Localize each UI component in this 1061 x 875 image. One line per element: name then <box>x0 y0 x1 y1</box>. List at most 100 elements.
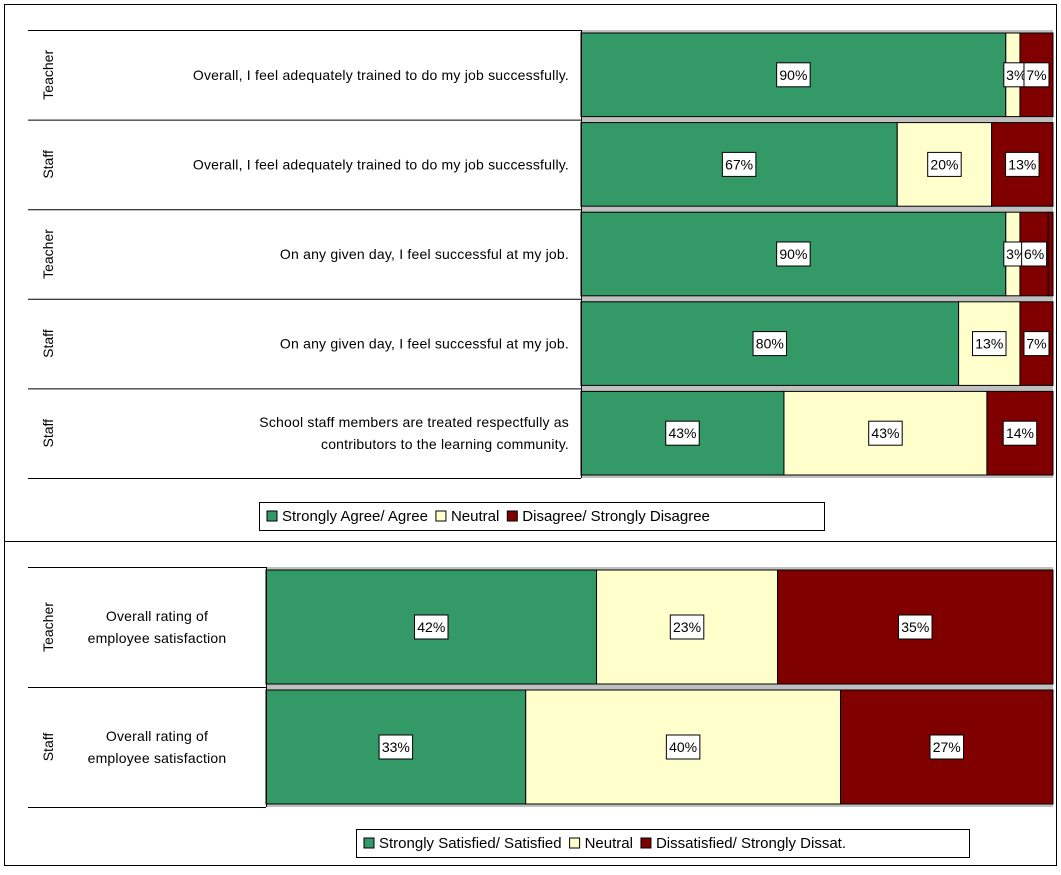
data-label-box <box>669 614 705 640</box>
data-label-box <box>868 420 903 446</box>
group-label: Staff <box>40 329 56 358</box>
data-label-agree: 33% <box>378 734 414 760</box>
question-label: employee satisfaction <box>88 750 227 766</box>
data-label-agree: 67% <box>721 151 757 177</box>
data-label-text: 7% <box>1026 336 1046 352</box>
legend-swatch <box>435 510 447 522</box>
data-label-agree: 90% <box>776 241 811 267</box>
legend-swatch <box>266 510 278 522</box>
data-label-agree: 42% <box>414 614 449 640</box>
legend-label: Neutral <box>451 508 499 525</box>
data-label-disagree: 7% <box>1023 331 1050 357</box>
bar-row-1: Teacher Overall, I feel adequately traine… <box>28 30 1054 118</box>
question-label: employee satisfaction <box>88 630 227 646</box>
data-label-box <box>776 62 811 88</box>
chart-panel-2: Teacher Overall rating of employee satisfa… <box>28 567 1054 858</box>
legend-item-neutral: Neutral <box>569 835 633 852</box>
data-label-disagree: 27% <box>929 734 965 760</box>
legend-label: Strongly Agree/ Agree <box>282 508 428 525</box>
bar-row-3: Teacher On any given day, I feel successf… <box>28 209 1054 297</box>
data-label-box <box>1021 241 1048 267</box>
group-label: Staff <box>40 733 56 762</box>
legend-label: Disagree/ Strongly Disagree <box>522 508 710 525</box>
data-label-text: 90% <box>779 67 807 83</box>
data-label-text: 6% <box>1024 246 1044 262</box>
data-label-neutral: 43% <box>868 420 903 446</box>
bar-row-2: Staff Overall rating of employee satisfact… <box>28 687 1054 805</box>
question-label: School staff members are treated respect… <box>259 414 569 430</box>
legend: Strongly Agree/ Agree Neutral Disagree/ St… <box>259 502 825 531</box>
data-label-text: 43% <box>871 425 899 441</box>
legend-swatch <box>569 837 581 849</box>
data-label-box <box>378 734 414 760</box>
legend-item-disagree: Disagree/ Strongly Disagree <box>506 508 710 525</box>
data-label-disagree: 6% <box>1021 241 1048 267</box>
data-label-box <box>665 734 701 760</box>
data-label-neutral: 20% <box>927 151 962 177</box>
data-label-text: 43% <box>668 425 696 441</box>
data-label-disagree: 13% <box>1005 151 1040 177</box>
question-label: On any given day, I feel successful at m… <box>280 336 569 352</box>
bar-row-5: Staff School staff members are treated re… <box>28 388 1054 476</box>
group-label: Teacher <box>40 50 56 100</box>
bar-segment-neutral <box>783 390 988 476</box>
data-label-text: 3% <box>1006 67 1026 83</box>
group-label: Staff <box>40 419 56 448</box>
data-label-box <box>721 151 757 177</box>
data-label-agree: 90% <box>776 62 811 88</box>
data-label-text: 67% <box>725 156 753 172</box>
bar-segment-remainder <box>1047 211 1054 297</box>
legend-swatch <box>363 837 375 849</box>
legend-item-agree: Strongly Agree/ Agree <box>266 508 428 525</box>
data-label-box <box>752 331 788 357</box>
data-label-disagree: 35% <box>898 614 933 640</box>
data-label-text: 33% <box>382 739 410 755</box>
bar-row-4: Staff On any given day, I feel successful… <box>28 298 1054 386</box>
legend-label: Dissatisfied/ Strongly Dissat. <box>656 835 846 852</box>
question-label: Overall rating of <box>106 608 208 624</box>
data-label-text: 13% <box>1008 156 1036 172</box>
legend-swatch <box>640 837 652 849</box>
data-label-text: 40% <box>669 739 697 755</box>
data-label-box <box>1023 62 1050 88</box>
question-label: Overall rating of <box>106 728 208 744</box>
legend-label: Strongly Satisfied/ Satisfied <box>379 835 562 852</box>
outer-frame <box>4 4 1057 866</box>
question-label: Overall, I feel adequately trained to do… <box>193 67 569 83</box>
data-label-box <box>972 331 1007 357</box>
bar-row-1: Teacher Overall rating of employee satisfa… <box>28 567 1054 685</box>
legend-swatch <box>506 510 518 522</box>
legend-item-neutral: Neutral <box>435 508 499 525</box>
question-label: Overall, I feel adequately trained to do… <box>193 156 569 172</box>
data-label-text: 27% <box>933 739 961 755</box>
data-label-text: 14% <box>1006 425 1034 441</box>
group-label: Staff <box>40 150 56 179</box>
data-label-text: 80% <box>756 336 784 352</box>
data-label-disagree: 14% <box>1002 420 1038 446</box>
data-label-text: 35% <box>901 619 929 635</box>
data-label-neutral: 40% <box>665 734 701 760</box>
data-label-agree: 80% <box>752 331 788 357</box>
legend-item-agree: Strongly Satisfied/ Satisfied <box>363 835 562 852</box>
group-label: Teacher <box>40 602 56 652</box>
legend-item-disagree: Dissatisfied/ Strongly Dissat. <box>640 835 846 852</box>
group-label: Teacher <box>40 229 56 279</box>
legend: Strongly Satisfied/ Satisfied Neutral Diss… <box>356 829 970 858</box>
bar-row-2: Staff Overall, I feel adequately trained … <box>28 119 1054 207</box>
data-label-box <box>1023 331 1050 357</box>
data-label-text: 7% <box>1026 67 1046 83</box>
data-label-disagree: 7% <box>1023 62 1050 88</box>
data-label-text: 42% <box>417 619 445 635</box>
question-label: On any given day, I feel successful at m… <box>280 246 569 262</box>
data-label-text: 90% <box>779 246 807 262</box>
data-label-box <box>929 734 965 760</box>
legend-box <box>259 502 825 531</box>
data-label-text: 13% <box>975 336 1003 352</box>
legend-label: Neutral <box>585 835 633 852</box>
data-label-box <box>898 614 933 640</box>
data-label-text: 23% <box>673 619 701 635</box>
data-label-box <box>776 241 811 267</box>
data-label-text: 20% <box>930 156 958 172</box>
